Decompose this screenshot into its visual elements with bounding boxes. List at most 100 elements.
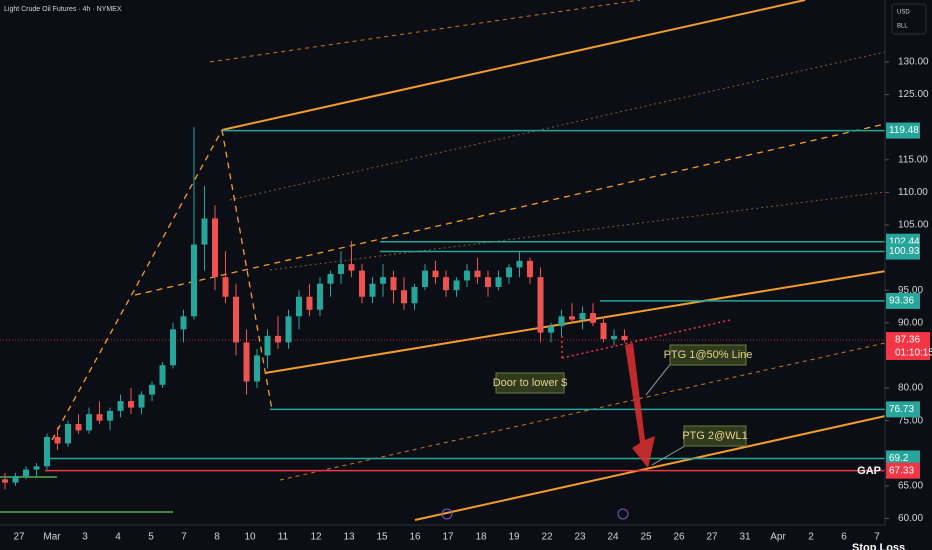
candle-body [243, 342, 250, 382]
level-label: 67.33 [889, 465, 914, 476]
x-tick-label: 23 [574, 532, 586, 543]
event-icon[interactable] [617, 508, 629, 520]
candle-body [2, 479, 8, 483]
x-tick-label: 19 [508, 532, 520, 543]
unit-box[interactable] [891, 3, 927, 35]
x-tick-label: 18 [475, 532, 487, 543]
currency: USD [897, 10, 910, 16]
candle-body [75, 423, 82, 431]
level-tag [886, 401, 920, 418]
candle-body [338, 264, 344, 274]
level-label: 119.48 [889, 125, 919, 136]
candle-body [254, 355, 260, 382]
x-tick-label: 7 [181, 532, 187, 543]
x-tick-label: 27 [13, 532, 25, 543]
candle-body [306, 296, 313, 310]
x-tick-label: Apr [770, 532, 786, 543]
candle-body [201, 218, 208, 245]
y-tick-label: 130.00 [898, 57, 929, 68]
level-label: 102.44 [889, 236, 920, 247]
level-tag [886, 462, 920, 479]
fork-median [264, 269, 893, 374]
candle-body [33, 466, 40, 470]
chart-title: Light Crude Oil Futures · 4h · NYMEX [4, 6, 122, 13]
candle-body [191, 244, 197, 317]
x-tick-label: 22 [541, 532, 553, 543]
candle-body [611, 335, 617, 340]
price-label: 87.36 [895, 335, 920, 346]
arrow [625, 343, 655, 468]
candle-body [65, 423, 71, 444]
candle-body [359, 270, 365, 297]
callout-line [645, 361, 673, 396]
callout-box [495, 372, 565, 394]
candle-body [537, 277, 544, 333]
candle-body [107, 410, 113, 421]
candle-body [44, 436, 50, 467]
callout-text: PTG 1@50% Line [664, 349, 753, 361]
levels [0, 129, 885, 472]
x-tick-label: 15 [376, 532, 388, 543]
fork-line [221, 0, 806, 131]
x-tick-label: 27 [706, 532, 718, 543]
x-tick-label: 2 [808, 532, 814, 543]
x-tick-label: 5 [148, 532, 154, 543]
candle-body [474, 270, 481, 278]
fork-line [134, 123, 886, 296]
callout-line [651, 442, 691, 466]
level-tag [886, 243, 920, 260]
level-label: 69.2 [889, 453, 909, 464]
x-tick-label: Mar [43, 532, 61, 543]
y-axis: 60.00 65.00 75.00 80.00 90.00 95.00 105.00 110.… [885, 57, 929, 524]
fork-line [414, 414, 891, 521]
candle-body [222, 277, 229, 297]
candle-body [579, 313, 586, 320]
price-tag [886, 332, 930, 361]
overlay: PTG 1@50% Line Door to lower $ PTG 2@WL1 [441, 343, 753, 520]
gap-label: GAP [857, 465, 881, 477]
y-tick-label: 110.00 [898, 187, 928, 198]
x-tick-label: 13 [343, 532, 355, 543]
x-tick-label: 26 [673, 532, 685, 543]
y-tick-label: 60.00 [898, 513, 923, 524]
x-tick-label: 25 [640, 532, 652, 543]
candle-body [485, 277, 491, 287]
candle-body [390, 277, 397, 291]
candle-body [233, 296, 239, 343]
candle-body [401, 290, 407, 304]
x-tick-label: 6 [841, 532, 847, 543]
x-tick-label: 31 [739, 532, 751, 543]
candle-body [422, 270, 428, 287]
fork-handle [221, 129, 273, 411]
candle-body [285, 316, 292, 343]
x-tick-label: 8 [214, 532, 220, 543]
y-tick-label: 115.00 [898, 154, 928, 165]
fork-line [229, 51, 886, 201]
y-tick-label: 95.00 [898, 285, 923, 296]
candle-body [159, 365, 166, 385]
callout-box [683, 425, 747, 447]
candle-body [86, 414, 92, 431]
candle-body [348, 264, 355, 271]
candle-body [369, 283, 376, 297]
level-label: 93.36 [889, 296, 914, 307]
countdown: 01:10:15 [895, 348, 932, 359]
x-tick-label: 11 [278, 532, 289, 543]
candle-body [180, 316, 187, 330]
callout-text: Door to lower $ [493, 377, 568, 389]
event-icon[interactable] [441, 508, 453, 520]
candle-body [380, 277, 386, 284]
x-tick-label: 3 [82, 532, 88, 543]
candle-body [516, 260, 523, 268]
drawings [0, 0, 893, 521]
candle-body [264, 335, 271, 356]
stop-label: Stop Loss [852, 542, 905, 550]
candle-body [453, 280, 460, 291]
candle-body [600, 322, 607, 340]
level-tag [886, 292, 920, 309]
candle-body [12, 476, 19, 483]
candle-body [464, 270, 470, 281]
candle-body [411, 286, 418, 304]
candle-body [117, 401, 124, 411]
